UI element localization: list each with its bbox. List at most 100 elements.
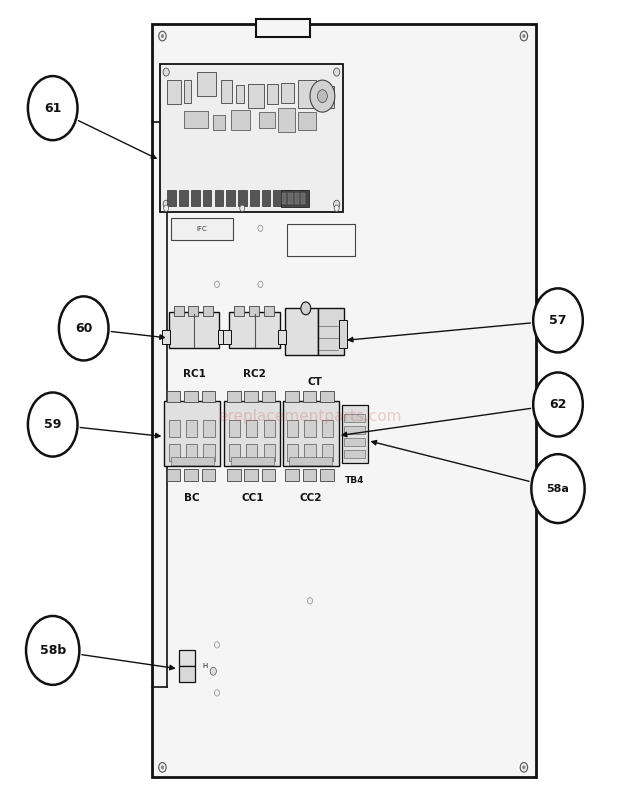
- Bar: [186, 444, 197, 461]
- Bar: [234, 306, 244, 316]
- Circle shape: [210, 667, 216, 675]
- Bar: [317, 308, 344, 355]
- Bar: [229, 444, 240, 461]
- Bar: [203, 444, 215, 461]
- Text: IFC: IFC: [196, 226, 207, 232]
- Bar: [236, 85, 244, 103]
- Bar: [285, 469, 299, 481]
- Bar: [202, 469, 215, 481]
- Bar: [320, 86, 334, 108]
- Bar: [169, 312, 219, 348]
- Text: 60: 60: [75, 322, 92, 335]
- Bar: [197, 72, 216, 96]
- Circle shape: [159, 763, 166, 772]
- Circle shape: [28, 76, 78, 140]
- Bar: [342, 405, 368, 463]
- Bar: [262, 190, 270, 206]
- Circle shape: [215, 642, 219, 648]
- Circle shape: [310, 80, 335, 112]
- Circle shape: [334, 68, 340, 76]
- Text: 58a: 58a: [547, 484, 569, 493]
- Bar: [262, 469, 275, 481]
- Bar: [186, 420, 197, 437]
- Circle shape: [161, 766, 164, 769]
- Circle shape: [159, 31, 166, 41]
- Bar: [223, 330, 231, 344]
- Bar: [301, 193, 305, 204]
- Circle shape: [520, 31, 528, 41]
- Bar: [294, 193, 299, 204]
- Circle shape: [59, 296, 108, 360]
- Circle shape: [520, 763, 528, 772]
- Circle shape: [301, 302, 311, 315]
- Bar: [287, 420, 298, 437]
- Bar: [231, 457, 274, 465]
- Bar: [164, 400, 220, 466]
- Bar: [227, 469, 241, 481]
- Text: CC2: CC2: [299, 493, 322, 503]
- Bar: [283, 400, 339, 466]
- Text: RC2: RC2: [244, 369, 266, 379]
- Bar: [262, 391, 275, 402]
- Circle shape: [308, 598, 312, 604]
- Bar: [167, 80, 181, 104]
- Bar: [184, 469, 198, 481]
- Circle shape: [215, 281, 219, 288]
- Bar: [167, 391, 180, 402]
- Bar: [229, 420, 240, 437]
- Bar: [244, 391, 258, 402]
- Circle shape: [258, 281, 263, 288]
- Bar: [191, 190, 200, 206]
- Bar: [304, 444, 316, 461]
- Bar: [229, 312, 280, 348]
- Bar: [162, 330, 170, 344]
- Circle shape: [240, 205, 245, 211]
- Circle shape: [258, 225, 263, 231]
- Bar: [285, 308, 317, 355]
- Bar: [322, 420, 333, 437]
- Bar: [167, 469, 180, 481]
- Text: 61: 61: [44, 102, 61, 115]
- Bar: [246, 444, 257, 461]
- Bar: [169, 420, 180, 437]
- Bar: [179, 666, 195, 682]
- Bar: [184, 391, 198, 402]
- Text: 59: 59: [44, 418, 61, 431]
- Circle shape: [334, 205, 339, 211]
- Bar: [170, 218, 232, 240]
- Circle shape: [531, 454, 585, 523]
- Bar: [282, 193, 286, 204]
- Bar: [167, 190, 176, 206]
- Bar: [264, 420, 275, 437]
- Bar: [224, 400, 280, 466]
- Text: H: H: [202, 663, 207, 670]
- Bar: [227, 391, 241, 402]
- Bar: [213, 115, 225, 130]
- Bar: [160, 64, 343, 212]
- Bar: [278, 330, 286, 344]
- Bar: [273, 190, 282, 206]
- Bar: [221, 80, 232, 103]
- Bar: [344, 426, 365, 434]
- Bar: [267, 84, 278, 104]
- Text: RC1: RC1: [183, 369, 205, 379]
- Circle shape: [533, 288, 583, 352]
- Bar: [231, 110, 250, 130]
- Bar: [250, 190, 259, 206]
- Bar: [244, 469, 258, 481]
- Bar: [287, 224, 355, 256]
- Text: CT: CT: [308, 377, 322, 387]
- Text: 57: 57: [549, 314, 567, 327]
- Text: BC: BC: [184, 493, 200, 503]
- Bar: [320, 469, 334, 481]
- Bar: [174, 306, 184, 316]
- Circle shape: [334, 200, 340, 208]
- Bar: [344, 414, 365, 422]
- Bar: [339, 320, 347, 348]
- Bar: [285, 391, 299, 402]
- Bar: [246, 420, 257, 437]
- Bar: [218, 330, 225, 344]
- Bar: [322, 444, 333, 461]
- Bar: [203, 306, 213, 316]
- Text: 62: 62: [549, 398, 567, 411]
